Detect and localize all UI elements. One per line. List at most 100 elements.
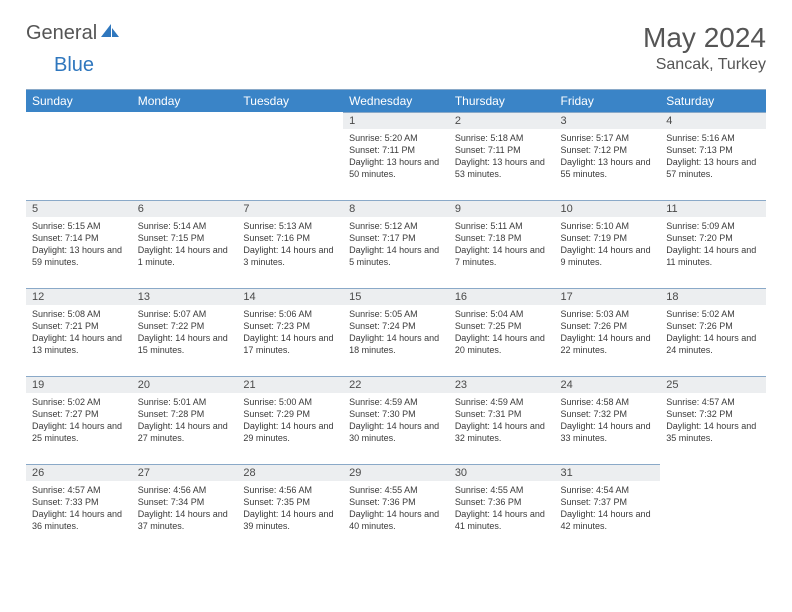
sunrise-line: Sunrise: 5:01 AM — [138, 396, 232, 408]
calendar-cell: 5Sunrise: 5:15 AMSunset: 7:14 PMDaylight… — [26, 200, 132, 288]
day-number: 19 — [26, 376, 132, 393]
day-body: Sunrise: 4:54 AMSunset: 7:37 PMDaylight:… — [555, 481, 661, 535]
sunset-line: Sunset: 7:24 PM — [349, 320, 443, 332]
calendar-cell: 21Sunrise: 5:00 AMSunset: 7:29 PMDayligh… — [237, 376, 343, 464]
sunset-line: Sunset: 7:28 PM — [138, 408, 232, 420]
sunset-line: Sunset: 7:33 PM — [32, 496, 126, 508]
weekday-header: Wednesday — [343, 90, 449, 113]
calendar-cell: .. — [660, 464, 766, 552]
daylight-line: Daylight: 14 hours and 9 minutes. — [561, 244, 655, 268]
weekday-header-row: Sunday Monday Tuesday Wednesday Thursday… — [26, 90, 766, 113]
daylight-line: Daylight: 14 hours and 1 minute. — [138, 244, 232, 268]
calendar-week-row: 19Sunrise: 5:02 AMSunset: 7:27 PMDayligh… — [26, 376, 766, 464]
sunset-line: Sunset: 7:26 PM — [666, 320, 760, 332]
day-number: 25 — [660, 376, 766, 393]
sunset-line: Sunset: 7:36 PM — [455, 496, 549, 508]
day-number: 10 — [555, 200, 661, 217]
sunset-line: Sunset: 7:22 PM — [138, 320, 232, 332]
day-body: Sunrise: 4:57 AMSunset: 7:32 PMDaylight:… — [660, 393, 766, 447]
calendar-week-row: 12Sunrise: 5:08 AMSunset: 7:21 PMDayligh… — [26, 288, 766, 376]
daylight-line: Daylight: 14 hours and 5 minutes. — [349, 244, 443, 268]
day-body: Sunrise: 5:02 AMSunset: 7:26 PMDaylight:… — [660, 305, 766, 359]
sunrise-line: Sunrise: 5:06 AM — [243, 308, 337, 320]
day-number: 30 — [449, 464, 555, 481]
day-number: 22 — [343, 376, 449, 393]
sunrise-line: Sunrise: 4:59 AM — [455, 396, 549, 408]
calendar-cell: 3Sunrise: 5:17 AMSunset: 7:12 PMDaylight… — [555, 112, 661, 200]
day-number: 13 — [132, 288, 238, 305]
day-number: 20 — [132, 376, 238, 393]
sunrise-line: Sunrise: 5:11 AM — [455, 220, 549, 232]
sunset-line: Sunset: 7:13 PM — [666, 144, 760, 156]
sunrise-line: Sunrise: 5:02 AM — [32, 396, 126, 408]
calendar-cell: 1Sunrise: 5:20 AMSunset: 7:11 PMDaylight… — [343, 112, 449, 200]
daylight-line: Daylight: 14 hours and 20 minutes. — [455, 332, 549, 356]
weekday-header: Monday — [132, 90, 238, 113]
sunrise-line: Sunrise: 4:57 AM — [666, 396, 760, 408]
location: Sancak, Turkey — [643, 56, 766, 74]
day-body: Sunrise: 5:17 AMSunset: 7:12 PMDaylight:… — [555, 129, 661, 183]
sunrise-line: Sunrise: 5:08 AM — [32, 308, 126, 320]
calendar-cell: 20Sunrise: 5:01 AMSunset: 7:28 PMDayligh… — [132, 376, 238, 464]
daylight-line: Daylight: 14 hours and 18 minutes. — [349, 332, 443, 356]
sunset-line: Sunset: 7:11 PM — [349, 144, 443, 156]
day-number: 15 — [343, 288, 449, 305]
day-number: 31 — [555, 464, 661, 481]
sunrise-line: Sunrise: 5:02 AM — [666, 308, 760, 320]
day-number: 7 — [237, 200, 343, 217]
day-body: Sunrise: 5:06 AMSunset: 7:23 PMDaylight:… — [237, 305, 343, 359]
day-number: 23 — [449, 376, 555, 393]
calendar-cell: 26Sunrise: 4:57 AMSunset: 7:33 PMDayligh… — [26, 464, 132, 552]
day-number: 24 — [555, 376, 661, 393]
calendar-cell: 27Sunrise: 4:56 AMSunset: 7:34 PMDayligh… — [132, 464, 238, 552]
day-number: 8 — [343, 200, 449, 217]
day-body: Sunrise: 5:15 AMSunset: 7:14 PMDaylight:… — [26, 217, 132, 271]
sunrise-line: Sunrise: 5:14 AM — [138, 220, 232, 232]
daylight-line: Daylight: 14 hours and 22 minutes. — [561, 332, 655, 356]
daylight-line: Daylight: 14 hours and 17 minutes. — [243, 332, 337, 356]
day-number: 3 — [555, 112, 661, 129]
day-body: Sunrise: 5:08 AMSunset: 7:21 PMDaylight:… — [26, 305, 132, 359]
calendar-cell: 17Sunrise: 5:03 AMSunset: 7:26 PMDayligh… — [555, 288, 661, 376]
calendar-cell: 28Sunrise: 4:56 AMSunset: 7:35 PMDayligh… — [237, 464, 343, 552]
daylight-line: Daylight: 14 hours and 40 minutes. — [349, 508, 443, 532]
sunrise-line: Sunrise: 4:58 AM — [561, 396, 655, 408]
day-body: Sunrise: 4:55 AMSunset: 7:36 PMDaylight:… — [343, 481, 449, 535]
day-body: Sunrise: 4:59 AMSunset: 7:30 PMDaylight:… — [343, 393, 449, 447]
calendar-cell: 11Sunrise: 5:09 AMSunset: 7:20 PMDayligh… — [660, 200, 766, 288]
sunrise-line: Sunrise: 4:59 AM — [349, 396, 443, 408]
weekday-header: Tuesday — [237, 90, 343, 113]
daylight-line: Daylight: 14 hours and 7 minutes. — [455, 244, 549, 268]
sunset-line: Sunset: 7:32 PM — [666, 408, 760, 420]
sunrise-line: Sunrise: 5:15 AM — [32, 220, 126, 232]
sunset-line: Sunset: 7:35 PM — [243, 496, 337, 508]
day-number: 1 — [343, 112, 449, 129]
calendar-week-row: ......1Sunrise: 5:20 AMSunset: 7:11 PMDa… — [26, 112, 766, 200]
day-body: Sunrise: 4:59 AMSunset: 7:31 PMDaylight:… — [449, 393, 555, 447]
day-number: 21 — [237, 376, 343, 393]
day-body: Sunrise: 4:58 AMSunset: 7:32 PMDaylight:… — [555, 393, 661, 447]
calendar-cell: .. — [132, 112, 238, 200]
daylight-line: Daylight: 14 hours and 11 minutes. — [666, 244, 760, 268]
day-number: 28 — [237, 464, 343, 481]
daylight-line: Daylight: 13 hours and 53 minutes. — [455, 156, 549, 180]
calendar-cell: .. — [26, 112, 132, 200]
calendar-cell: 29Sunrise: 4:55 AMSunset: 7:36 PMDayligh… — [343, 464, 449, 552]
day-body: Sunrise: 5:16 AMSunset: 7:13 PMDaylight:… — [660, 129, 766, 183]
sunrise-line: Sunrise: 5:00 AM — [243, 396, 337, 408]
calendar-cell: 6Sunrise: 5:14 AMSunset: 7:15 PMDaylight… — [132, 200, 238, 288]
sunrise-line: Sunrise: 5:03 AM — [561, 308, 655, 320]
day-number: 14 — [237, 288, 343, 305]
calendar-cell: 22Sunrise: 4:59 AMSunset: 7:30 PMDayligh… — [343, 376, 449, 464]
day-body: Sunrise: 5:09 AMSunset: 7:20 PMDaylight:… — [660, 217, 766, 271]
calendar-cell: 4Sunrise: 5:16 AMSunset: 7:13 PMDaylight… — [660, 112, 766, 200]
logo: General — [26, 22, 123, 45]
day-number: 12 — [26, 288, 132, 305]
day-body: Sunrise: 5:04 AMSunset: 7:25 PMDaylight:… — [449, 305, 555, 359]
daylight-line: Daylight: 14 hours and 3 minutes. — [243, 244, 337, 268]
day-body: Sunrise: 5:11 AMSunset: 7:18 PMDaylight:… — [449, 217, 555, 271]
daylight-line: Daylight: 13 hours and 57 minutes. — [666, 156, 760, 180]
daylight-line: Daylight: 14 hours and 41 minutes. — [455, 508, 549, 532]
sunrise-line: Sunrise: 5:16 AM — [666, 132, 760, 144]
calendar-week-row: 5Sunrise: 5:15 AMSunset: 7:14 PMDaylight… — [26, 200, 766, 288]
